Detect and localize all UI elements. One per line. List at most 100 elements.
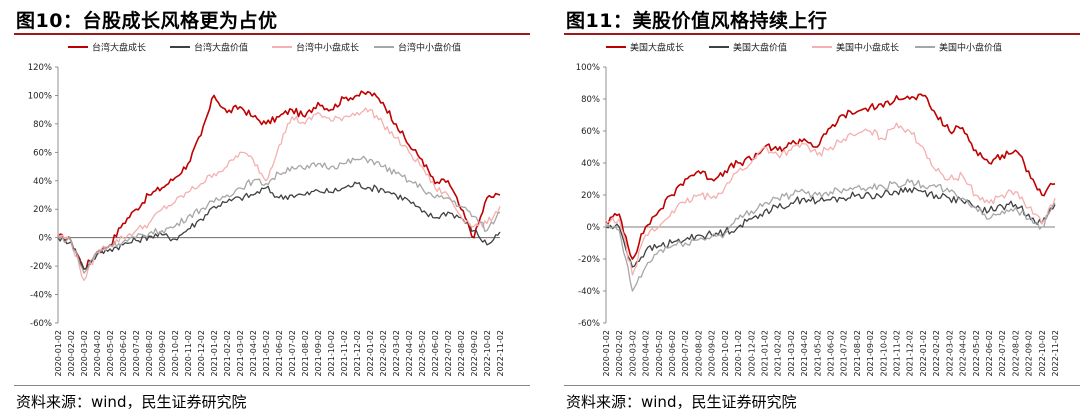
x-tick-label: 2020-10-02 xyxy=(721,330,730,377)
source-rule xyxy=(14,385,530,386)
x-tick-label: 2022-10-02 xyxy=(1038,330,1047,377)
x-tick-label: 2020-07-02 xyxy=(681,330,690,377)
x-tick-label: 2021-08-02 xyxy=(853,330,862,377)
series-line xyxy=(605,122,1056,276)
x-tick-label: 2022-08-02 xyxy=(457,330,466,377)
chart-legend: 美国大盘成长 美国大盘价值 美国中小盘成长 美国中小盘价值 xyxy=(606,42,1002,54)
x-tick-label: 2022-01-02 xyxy=(366,330,375,377)
x-tick-label: 2021-03-02 xyxy=(236,330,245,377)
x-axis: 2020-01-02 2020-02-02 2020-03-02 2020-04-02… xyxy=(602,330,1060,377)
source-rule xyxy=(564,385,1080,386)
figure-title: 图10：台股成长风格更为占优 xyxy=(16,10,278,32)
y-tick-label: 20% xyxy=(581,191,600,201)
x-tick-label: 2022-08-02 xyxy=(1011,330,1020,377)
y-tick-label: 20% xyxy=(33,205,52,215)
x-tick-label: 2021-01-02 xyxy=(760,330,769,377)
y-tick-label: 0% xyxy=(39,234,53,244)
y-tick-label: 100% xyxy=(576,63,600,73)
x-tick-label: 2020-08-02 xyxy=(145,330,154,377)
x-tick-label: 2020-07-02 xyxy=(132,330,141,377)
y-tick-label: 60% xyxy=(33,148,52,158)
x-tick-label: 2021-05-02 xyxy=(813,330,822,377)
x-tick-label: 2020-05-02 xyxy=(655,330,664,377)
x-tick-label: 2021-10-02 xyxy=(879,330,888,377)
x-tick-label: 2020-11-02 xyxy=(734,330,743,377)
x-tick-label: 2020-11-02 xyxy=(184,330,193,377)
series-group xyxy=(57,90,501,281)
y-tick-label: 0% xyxy=(587,223,601,233)
x-axis: 2020-01-02 2020-02-02 2020-03-02 2020-04-02… xyxy=(54,330,505,377)
x-tick-label: 2020-10-02 xyxy=(171,330,180,377)
x-tick-label: 2020-04-02 xyxy=(93,330,102,377)
y-tick-label: 40% xyxy=(581,159,600,169)
y-tick-label: -40% xyxy=(578,287,600,297)
title-rule xyxy=(564,33,1080,35)
y-tick-label: -40% xyxy=(30,291,52,301)
x-tick-label: 2020-01-02 xyxy=(602,330,611,377)
legend-label: 台湾中小盘价值 xyxy=(398,42,461,54)
line-chart-taiwan: 台湾大盘成长 台湾大盘价值 台湾中小盘成长 台湾中小盘价值 120% 100% 80% 60%… xyxy=(28,42,505,377)
x-tick-label: 2020-03-02 xyxy=(628,330,637,377)
x-tick-label: 2022-11-02 xyxy=(1051,330,1060,377)
x-tick-label: 2020-06-02 xyxy=(119,330,128,377)
x-tick-label: 2021-11-02 xyxy=(340,330,349,377)
x-tick-label: 2020-09-02 xyxy=(158,330,167,377)
series-group xyxy=(605,93,1056,292)
x-tick-label: 2021-09-02 xyxy=(866,330,875,377)
legend-label: 美国中小盘成长 xyxy=(836,42,899,54)
x-tick-label: 2021-08-02 xyxy=(301,330,310,377)
y-tick-label: 80% xyxy=(581,95,600,105)
x-tick-label: 2021-03-02 xyxy=(787,330,796,377)
x-tick-label: 2022-03-02 xyxy=(945,330,954,377)
x-tick-label: 2020-01-02 xyxy=(54,330,63,377)
y-tick-label: -20% xyxy=(30,262,52,272)
series-line xyxy=(57,90,501,270)
x-tick-label: 2022-03-02 xyxy=(392,330,401,377)
x-tick-label: 2022-06-02 xyxy=(431,330,440,377)
legend-label: 台湾大盘成长 xyxy=(92,42,146,54)
x-tick-label: 2022-11-02 xyxy=(496,330,505,377)
series-line xyxy=(605,178,1056,292)
x-tick-label: 2021-04-02 xyxy=(800,330,809,377)
y-tick-label: 100% xyxy=(28,91,52,101)
line-chart-us: 美国大盘成长 美国大盘价值 美国中小盘成长 美国中小盘价值 100% 80% 60% 40% 2… xyxy=(576,42,1060,377)
y-tick-label: 80% xyxy=(33,120,52,130)
x-tick-label: 2020-09-02 xyxy=(708,330,717,377)
x-tick-label: 2021-10-02 xyxy=(327,330,336,377)
y-tick-label: 120% xyxy=(28,63,52,73)
x-tick-label: 2020-04-02 xyxy=(642,330,651,377)
y-axis: 120% 100% 80% 60% 40% 20% 0% -20% -40% -60% xyxy=(28,63,59,329)
legend-label: 美国中小盘价值 xyxy=(939,42,1002,54)
x-tick-label: 2021-12-02 xyxy=(906,330,915,377)
figure-title: 图11：美股价值风格持续上行 xyxy=(566,10,828,32)
x-tick-label: 2022-04-02 xyxy=(959,330,968,377)
x-tick-label: 2021-07-02 xyxy=(840,330,849,377)
x-tick-label: 2021-12-02 xyxy=(353,330,362,377)
series-line xyxy=(57,107,501,281)
x-tick-label: 2022-06-02 xyxy=(985,330,994,377)
x-tick-label: 2021-05-02 xyxy=(262,330,271,377)
x-tick-label: 2022-07-02 xyxy=(444,330,453,377)
y-tick-label: 40% xyxy=(33,177,52,187)
source-note: 资料来源：wind，民生证券研究院 xyxy=(566,393,797,411)
y-axis: 100% 80% 60% 40% 20% 0% -20% -40% -60% xyxy=(576,63,607,329)
x-tick-label: 2020-12-02 xyxy=(197,330,206,377)
chart-legend: 台湾大盘成长 台湾大盘价值 台湾中小盘成长 台湾中小盘价值 xyxy=(68,42,461,54)
series-line xyxy=(605,93,1056,260)
x-tick-label: 2021-01-02 xyxy=(210,330,219,377)
x-tick-label: 2021-02-02 xyxy=(223,330,232,377)
source-note: 资料来源：wind，民生证券研究院 xyxy=(16,393,247,411)
y-tick-label: -60% xyxy=(578,319,600,329)
series-line xyxy=(57,155,501,274)
x-tick-label: 2021-06-02 xyxy=(275,330,284,377)
x-tick-label: 2022-09-02 xyxy=(470,330,479,377)
x-tick-label: 2022-10-02 xyxy=(483,330,492,377)
chart-panel-left: 图10：台股成长风格更为占优 台湾大盘成长 台湾大盘价值 台湾中小盘成长 台湾中小盘价… xyxy=(0,0,530,418)
x-tick-label: 2021-07-02 xyxy=(288,330,297,377)
y-tick-label: -20% xyxy=(578,255,600,265)
x-tick-label: 2020-02-02 xyxy=(67,330,76,377)
x-tick-label: 2020-05-02 xyxy=(106,330,115,377)
x-tick-label: 2021-09-02 xyxy=(314,330,323,377)
x-tick-label: 2021-06-02 xyxy=(827,330,836,377)
x-tick-label: 2021-11-02 xyxy=(893,330,902,377)
